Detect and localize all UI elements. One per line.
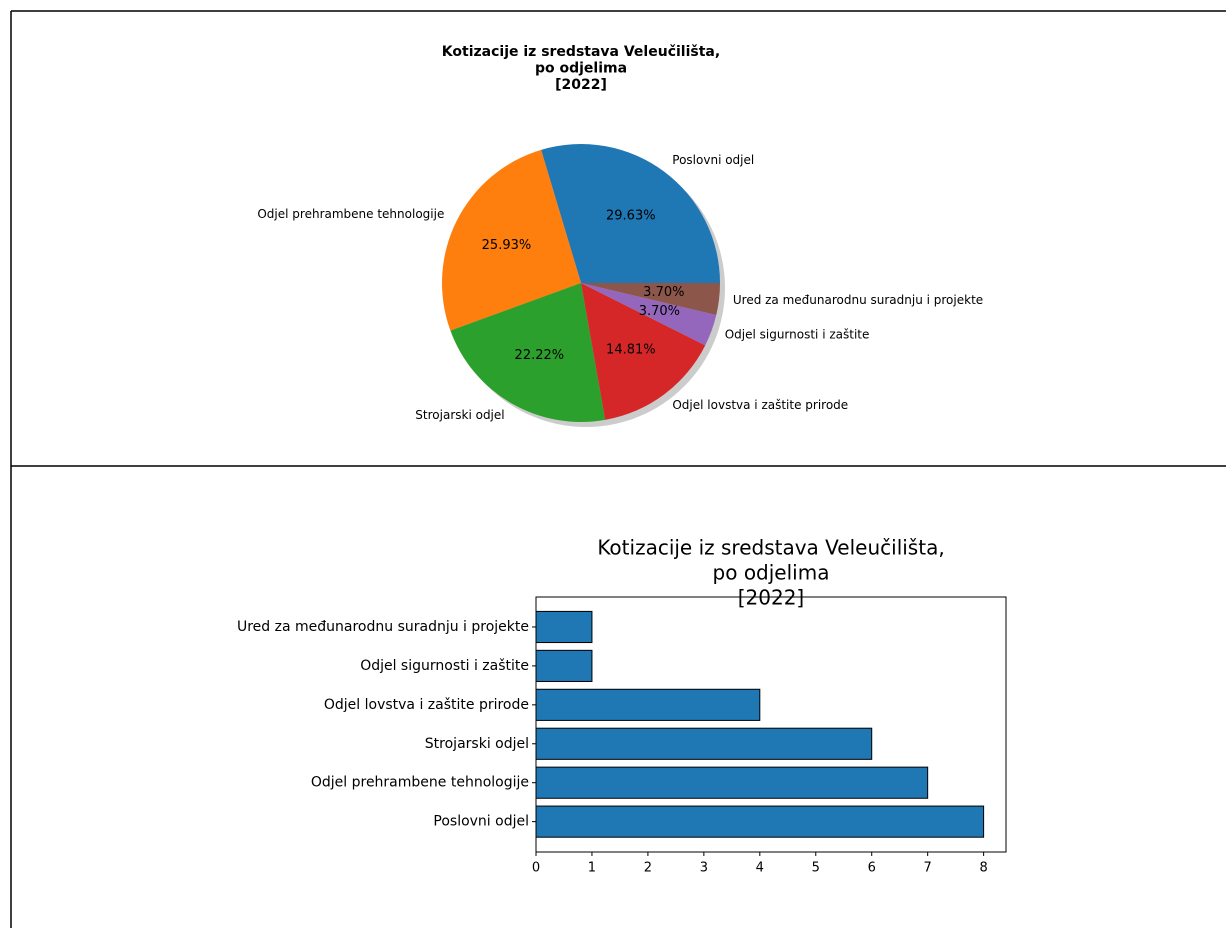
bar-chart: Kotizacije iz sredstava Veleučilišta,po … (237, 536, 1007, 876)
x-tick-label: 3 (700, 861, 708, 876)
chart-title: Kotizacije iz sredstava Veleučilišta, (442, 44, 720, 60)
x-tick-label: 4 (756, 861, 764, 876)
y-tick-label: Ured za međunarodnu suradnju i projekte (237, 619, 529, 635)
bar (535, 688, 761, 721)
pie-slice (581, 283, 720, 316)
pct-label: 25.93% (482, 238, 532, 253)
bar (535, 766, 929, 799)
y-tick-label: Strojarski odjel (425, 736, 529, 752)
pie-slice (541, 144, 720, 283)
chart-title: Kotizacije iz sredstava Veleučilišta, (597, 536, 944, 560)
slice-label: Strojarski odjel (415, 408, 504, 422)
y-tick-label: Odjel lovstva i zaštite prirode (324, 697, 529, 713)
y-tick-label: Odjel prehrambene tehnologije (311, 775, 529, 791)
y-tick-label: Poslovni odjel (433, 814, 529, 830)
pie-slice (442, 149, 581, 331)
pct-label: 3.70% (639, 304, 680, 319)
x-tick-label: 0 (532, 861, 540, 876)
pct-label: 29.63% (606, 209, 656, 224)
axes-frame (535, 596, 1007, 853)
pie-slice (581, 283, 717, 346)
pie-chart: Kotizacije iz sredstava Veleučilišta,po … (257, 44, 983, 427)
pie-slice (581, 283, 706, 420)
pct-label: 22.22% (515, 348, 565, 363)
pct-label: 3.70% (643, 285, 684, 300)
chart-title: [2022] (555, 77, 607, 93)
slice-label: Poslovni odjel (672, 153, 754, 167)
bar (535, 610, 593, 644)
slice-label: Odjel sigurnosti i zaštite (725, 328, 870, 342)
x-tick-label: 7 (924, 861, 932, 876)
slice-label: Odjel lovstva i zaštite prirode (672, 398, 848, 412)
bar (535, 805, 985, 838)
bar (535, 727, 873, 760)
x-tick-label: 5 (812, 861, 820, 876)
x-tick-label: 1 (588, 861, 596, 876)
pie-slice (450, 283, 606, 422)
chart-title: po odjelima (535, 61, 627, 77)
bar (535, 649, 593, 682)
slice-label: Odjel prehrambene tehnologije (257, 207, 444, 221)
x-tick-label: 6 (868, 861, 876, 876)
x-tick-label: 2 (644, 861, 652, 876)
pct-label: 14.81% (606, 342, 656, 357)
x-tick-label: 8 (979, 861, 987, 876)
slice-label: Ured za međunarodnu suradnju i projekte (733, 293, 983, 307)
y-tick-label: Odjel sigurnosti i zaštite (360, 658, 529, 674)
chart-title: po odjelima (713, 561, 830, 585)
